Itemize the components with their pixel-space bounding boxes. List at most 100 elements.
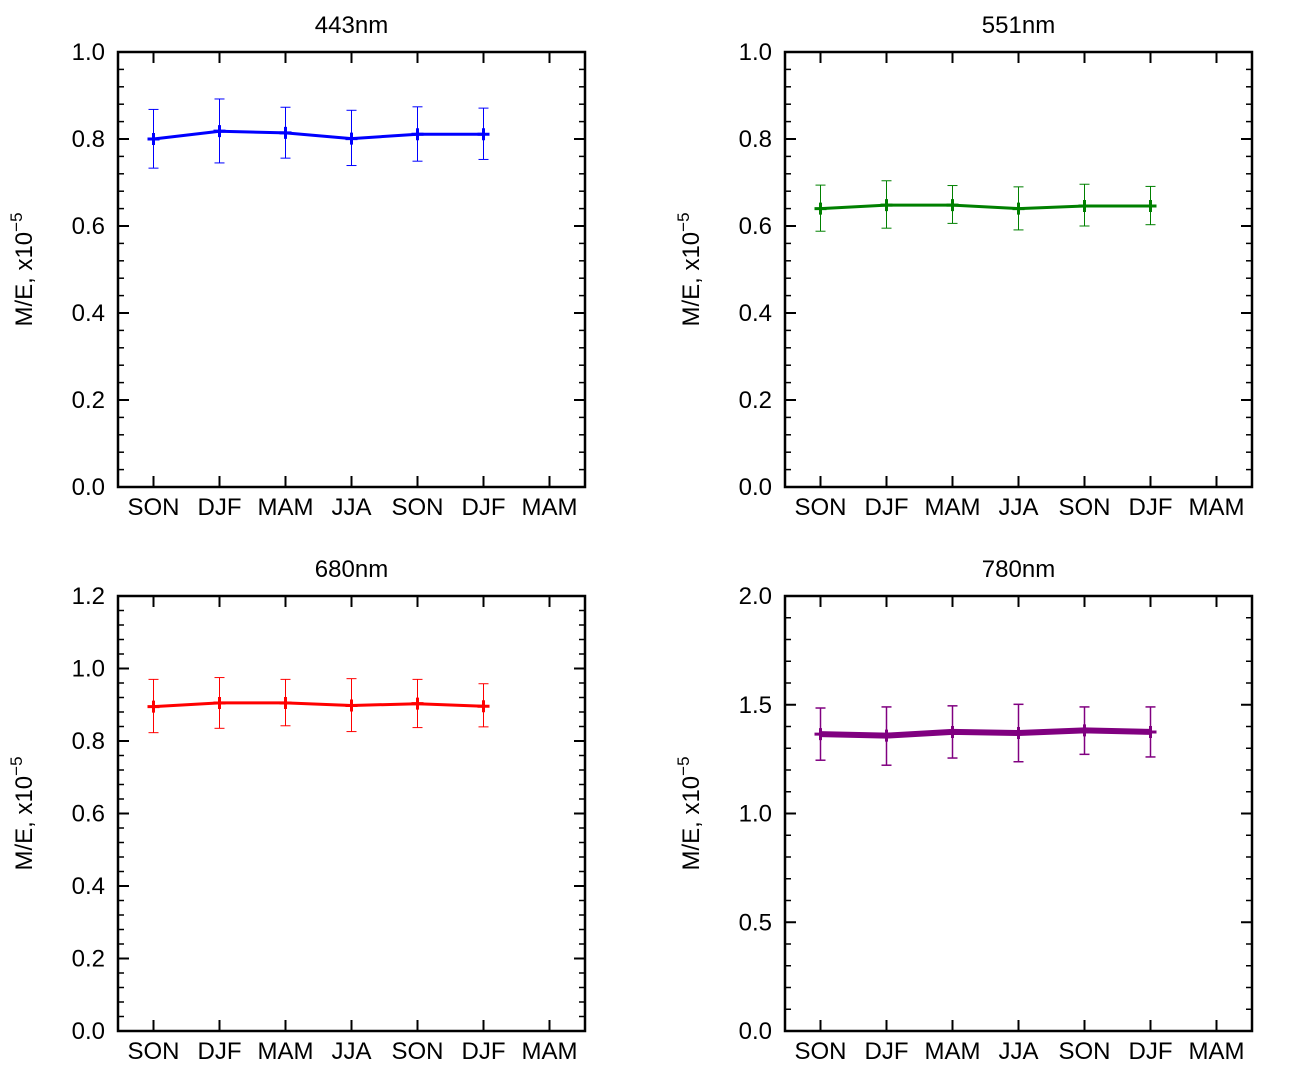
x-tick-label: SON — [391, 494, 443, 521]
x-tick-label: DJF — [462, 494, 506, 521]
chart-panel-2: 551nm M/E, x10−5 0.0 0.2 0.4 0.6 0.8 1.0 SON DJF M… — [674, 12, 1254, 521]
x-tick-label: MAM — [258, 494, 314, 521]
chart-title: 443nm — [315, 12, 388, 39]
data-point — [279, 126, 292, 139]
data-point — [411, 697, 424, 710]
data-point — [1078, 199, 1091, 212]
y-axis-label: M/E, x10−5 — [7, 212, 38, 326]
data-point — [1012, 202, 1025, 215]
y-tick-label: 0.0 — [72, 1018, 105, 1045]
y-tick-label: 1.0 — [739, 801, 772, 828]
x-tick-label: DJF — [198, 494, 242, 521]
x-tick-label: SON — [127, 1038, 179, 1065]
x-tick-label: SON — [794, 1038, 846, 1065]
x-tick-label: JJA — [331, 1038, 371, 1065]
x-tick-label: JJA — [998, 1038, 1038, 1065]
series-line — [820, 727, 1151, 739]
y-tick-label: 1.5 — [739, 692, 772, 719]
y-tick-label: 1.0 — [72, 39, 105, 66]
plot-frame — [783, 594, 1254, 1033]
x-tick-label: SON — [1058, 494, 1110, 521]
data-point — [345, 132, 358, 145]
plot-frame — [116, 594, 587, 1033]
data-point — [213, 696, 226, 709]
x-tick-label: DJF — [1129, 1038, 1173, 1065]
y-axis-label-exponent: −5 — [674, 212, 693, 231]
y-tick-label: 0.8 — [72, 728, 105, 755]
chart-panel-4: 780nm M/E, x10−5 0.0 0.5 1.0 1.5 2.0 SON DJF MAM J… — [674, 556, 1254, 1065]
x-tick-label: DJF — [1129, 494, 1173, 521]
x-tick-label: SON — [794, 494, 846, 521]
y-tick-label: 0.0 — [72, 474, 105, 501]
data-point — [880, 199, 893, 212]
y-axis-label: M/E, x10−5 — [7, 756, 38, 870]
data-point — [1144, 725, 1157, 738]
x-tick-label: SON — [1058, 1038, 1110, 1065]
data-point — [880, 729, 893, 742]
x-tick-label: JJA — [998, 494, 1038, 521]
data-point — [946, 725, 959, 738]
y-tick-label: 1.0 — [72, 656, 105, 683]
y-axis-label-text: M/E, x10 — [11, 776, 38, 871]
data-point — [1012, 727, 1025, 740]
y-tick-label: 0.8 — [72, 126, 105, 153]
data-point — [147, 700, 160, 713]
plot-frame — [783, 50, 1254, 489]
data-point — [411, 128, 424, 141]
y-axis-label: M/E, x10−5 — [674, 212, 705, 326]
data-point — [946, 199, 959, 212]
y-tick-label: 0.2 — [72, 387, 105, 414]
x-tick-label: MAM — [1189, 494, 1245, 521]
x-tick-label: DJF — [462, 1038, 506, 1065]
y-axis-label-text: M/E, x10 — [678, 232, 705, 327]
y-axis-label-text: M/E, x10 — [11, 232, 38, 327]
y-axis-label-exponent: −5 — [7, 212, 26, 231]
x-tick-label: SON — [391, 1038, 443, 1065]
y-tick-label: 0.4 — [739, 300, 772, 327]
x-tick-label: MAM — [258, 1038, 314, 1065]
x-tick-label: MAM — [522, 494, 578, 521]
data-point — [1078, 724, 1091, 737]
y-tick-label: 0.6 — [739, 213, 772, 240]
data-point — [345, 699, 358, 712]
x-tick-label: MAM — [925, 1038, 981, 1065]
y-tick-label: 0.8 — [739, 126, 772, 153]
series-line — [153, 129, 484, 141]
data-point — [814, 728, 827, 741]
data-point — [477, 128, 490, 141]
data-point — [279, 696, 292, 709]
x-tick-label: DJF — [865, 494, 909, 521]
x-tick-label: DJF — [198, 1038, 242, 1065]
y-tick-label: 0.6 — [72, 801, 105, 828]
data-point — [147, 133, 160, 145]
y-tick-label: 0.6 — [72, 213, 105, 240]
chart-title: 780nm — [982, 556, 1055, 583]
plot-frame — [116, 50, 587, 489]
data-point — [477, 700, 490, 713]
y-tick-label: 0.0 — [739, 1018, 772, 1045]
chart-panel-3: 680nm M/E, x10−5 0.0 0.2 0.4 0.6 0.8 1.0 1.2 SON D… — [7, 556, 587, 1065]
x-tick-label: MAM — [925, 494, 981, 521]
y-axis-label: M/E, x10−5 — [674, 756, 705, 870]
data-point — [1144, 199, 1157, 212]
y-tick-label: 0.2 — [72, 946, 105, 973]
y-tick-label: 0.4 — [72, 300, 105, 327]
y-axis-label-exponent: −5 — [674, 756, 693, 775]
series-line — [153, 701, 484, 709]
y-tick-label: 1.0 — [739, 39, 772, 66]
y-tick-label: 2.0 — [739, 583, 772, 610]
y-tick-label: 0.5 — [739, 909, 772, 936]
data-point — [213, 125, 226, 138]
x-tick-label: MAM — [522, 1038, 578, 1065]
y-tick-label: 0.2 — [739, 387, 772, 414]
y-tick-label: 0.4 — [72, 873, 105, 900]
x-tick-label: SON — [127, 494, 179, 521]
y-axis-label-text: M/E, x10 — [678, 776, 705, 871]
chart-panel-1: 443nm M/E, x10−5 0.0 0.2 0.4 0.6 0.8 1.0 SON DJF M… — [7, 12, 587, 521]
chart-title: 551nm — [982, 12, 1055, 39]
series-line — [820, 203, 1151, 211]
data-point — [814, 202, 827, 215]
y-tick-label: 0.0 — [739, 474, 772, 501]
x-tick-label: MAM — [1189, 1038, 1245, 1065]
